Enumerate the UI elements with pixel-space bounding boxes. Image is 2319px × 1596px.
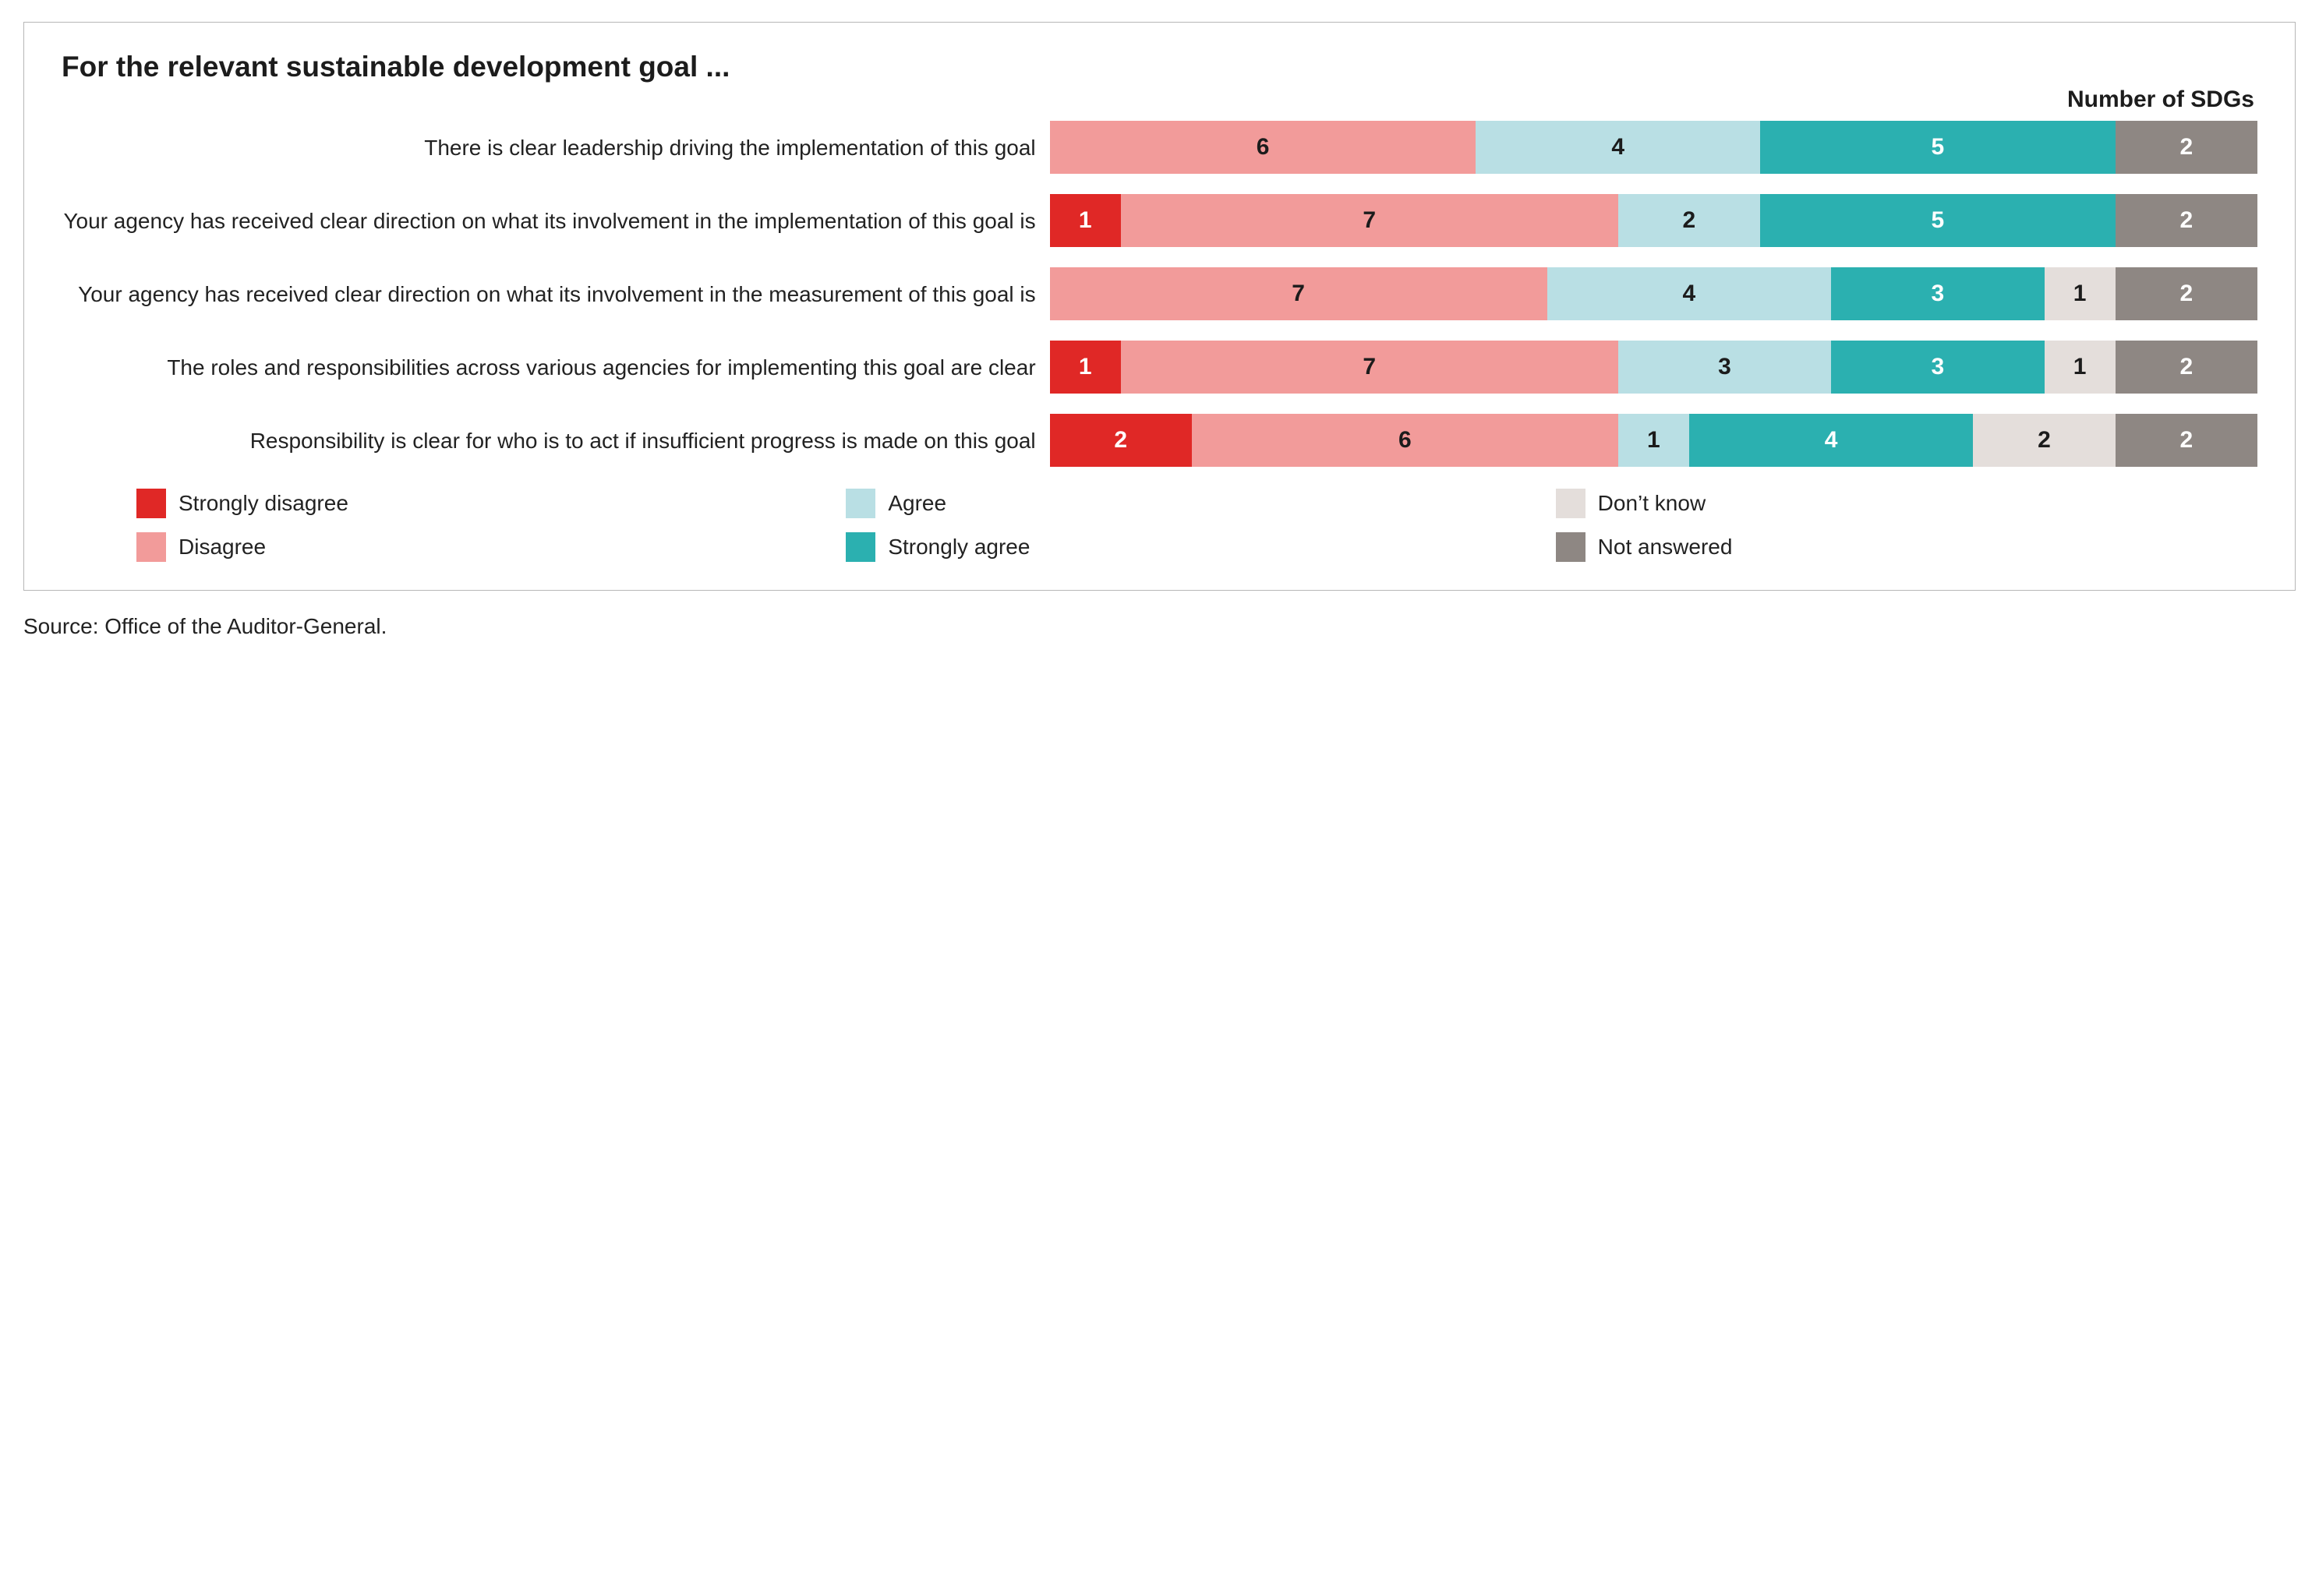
bar-segment-strongly_agree: 5: [1760, 121, 2116, 174]
bar-segment-not_answered: 2: [2116, 194, 2257, 247]
axis-label: Number of SDGs: [1050, 87, 2257, 113]
row-label: There is clear leadership driving the im…: [62, 134, 1050, 161]
bar-segment-agree: 2: [1618, 194, 1760, 247]
bar-segment-value: 2: [2179, 207, 2193, 234]
bar-segment-disagree: 6: [1050, 121, 1476, 174]
bar-segment-value: 4: [1611, 134, 1624, 161]
bar-segment-disagree: 7: [1050, 267, 1547, 320]
bar-segment-strongly_agree: 3: [1831, 341, 2044, 394]
bar-segment-value: 5: [1932, 134, 1945, 161]
legend-swatch: [1556, 532, 1585, 562]
bar-segment-value: 2: [2179, 134, 2193, 161]
legend-label: Strongly disagree: [179, 491, 348, 516]
row-label: Responsibility is clear for who is to ac…: [62, 427, 1050, 454]
bar-segment-dont_know: 1: [2045, 341, 2116, 394]
bar-segment-value: 2: [2179, 427, 2193, 454]
bar-segment-value: 7: [1363, 354, 1376, 380]
row-label: Your agency has received clear direction…: [62, 207, 1050, 235]
bar-segment-value: 3: [1931, 354, 1944, 380]
bar-row: The roles and responsibilities across va…: [62, 341, 2257, 394]
bar-segment-strongly_disagree: 1: [1050, 194, 1121, 247]
stacked-bar: 1 7 3 3 1 2: [1050, 341, 2257, 394]
bar-segment-value: 2: [2179, 354, 2193, 380]
bar-segment-agree: 3: [1618, 341, 1831, 394]
source-text: Source: Office of the Auditor-General.: [23, 614, 2296, 639]
axis-row: Number of SDGs: [62, 87, 2257, 113]
bar-segment-value: 4: [1825, 427, 1838, 454]
legend-label: Strongly agree: [888, 535, 1030, 560]
bar-segment-value: 6: [1257, 134, 1270, 161]
legend-label: Don’t know: [1598, 491, 1706, 516]
legend-item-agree: Agree: [846, 489, 1547, 518]
legend-swatch: [136, 489, 166, 518]
bar-segment-value: 2: [1114, 427, 1127, 454]
bar-segment-strongly_agree: 3: [1831, 267, 2044, 320]
bar-segment-value: 1: [2073, 354, 2087, 380]
chart-panel: For the relevant sustainable development…: [23, 22, 2296, 591]
bar-segment-value: 2: [2038, 427, 2051, 454]
bar-segment-not_answered: 2: [2116, 267, 2257, 320]
bar-segment-value: 1: [2073, 281, 2087, 307]
bar-segment-value: 6: [1398, 427, 1412, 454]
bar-segment-not_answered: 2: [2116, 121, 2257, 174]
bar-segment-disagree: 6: [1192, 414, 1618, 467]
bar-segment-dont_know: 2: [1973, 414, 2115, 467]
bar-segment-value: 2: [2179, 281, 2193, 307]
bar-row: Responsibility is clear for who is to ac…: [62, 414, 2257, 467]
bar-segment-value: 1: [1079, 354, 1092, 380]
legend-label: Agree: [888, 491, 946, 516]
bar-segment-agree: 1: [1618, 414, 1689, 467]
row-label: Your agency has received clear direction…: [62, 281, 1050, 308]
legend-swatch: [1556, 489, 1585, 518]
legend-label: Disagree: [179, 535, 266, 560]
bar-segment-strongly_agree: 4: [1689, 414, 1974, 467]
bar-row: There is clear leadership driving the im…: [62, 121, 2257, 174]
bar-segment-value: 7: [1363, 207, 1376, 234]
bar-segment-value: 5: [1931, 207, 1944, 234]
legend: Strongly disagree Disagree Agree Strongly a…: [136, 489, 2257, 562]
stacked-bar: 6 4 5 2: [1050, 121, 2257, 174]
bar-segment-value: 2: [1683, 207, 1696, 234]
bar-segment-value: 3: [1718, 354, 1731, 380]
stacked-bar: 7 4 3 1 2: [1050, 267, 2257, 320]
bar-segment-agree: 4: [1476, 121, 1760, 174]
bar-segment-dont_know: 1: [2045, 267, 2116, 320]
bar-segment-strongly_disagree: 2: [1050, 414, 1192, 467]
chart-title: For the relevant sustainable development…: [62, 51, 2257, 83]
legend-swatch: [136, 532, 166, 562]
bar-segment-value: 1: [1647, 427, 1660, 454]
bar-segment-strongly_disagree: 1: [1050, 341, 1121, 394]
bar-segment-strongly_agree: 5: [1760, 194, 2116, 247]
bar-segment-not_answered: 2: [2116, 414, 2257, 467]
legend-swatch: [846, 489, 875, 518]
bar-segment-disagree: 7: [1121, 341, 1618, 394]
stacked-bar: 1 7 2 5 2: [1050, 194, 2257, 247]
legend-label: Not answered: [1598, 535, 1733, 560]
bar-segment-value: 4: [1683, 281, 1696, 307]
bar-segment-disagree: 7: [1121, 194, 1618, 247]
legend-item-not_answered: Not answered: [1556, 532, 2257, 562]
bar-segment-value: 3: [1932, 281, 1945, 307]
bar-row: Your agency has received clear direction…: [62, 267, 2257, 320]
bar-segment-value: 7: [1292, 281, 1305, 307]
stacked-bar: 2 6 1 4 2 2: [1050, 414, 2257, 467]
bar-segment-agree: 4: [1547, 267, 1832, 320]
bar-segment-not_answered: 2: [2116, 341, 2257, 394]
legend-swatch: [846, 532, 875, 562]
bar-rows: There is clear leadership driving the im…: [62, 121, 2257, 467]
legend-item-disagree: Disagree: [136, 532, 838, 562]
bar-row: Your agency has received clear direction…: [62, 194, 2257, 247]
legend-item-dont_know: Don’t know: [1556, 489, 2257, 518]
bar-segment-value: 1: [1079, 207, 1092, 234]
row-label: The roles and responsibilities across va…: [62, 354, 1050, 381]
legend-item-strongly_disagree: Strongly disagree: [136, 489, 838, 518]
legend-item-strongly_agree: Strongly agree: [846, 532, 1547, 562]
